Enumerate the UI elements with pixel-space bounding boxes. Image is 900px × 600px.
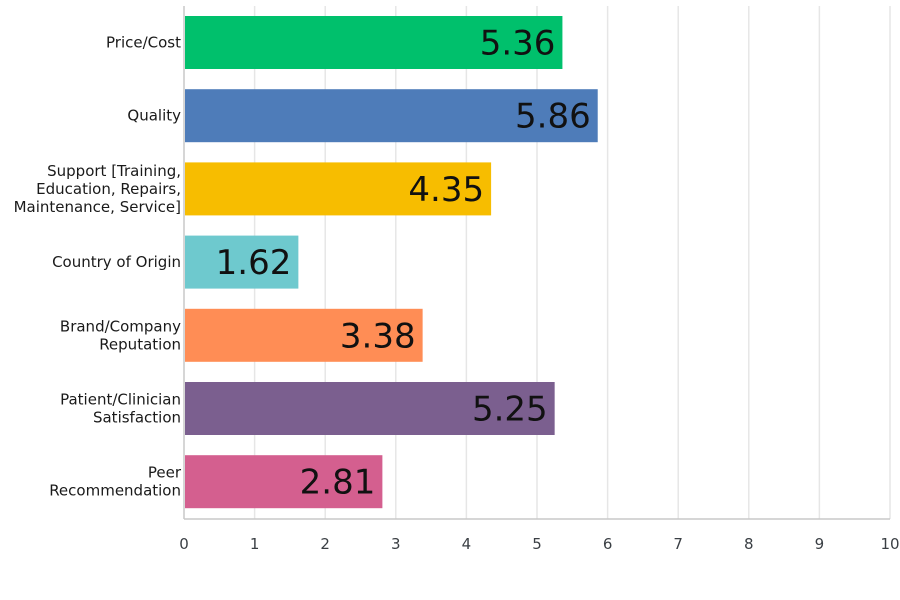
value-label-2: 4.35 bbox=[408, 170, 484, 210]
category-label-2: Support [Training, Education, Repairs, Mai… bbox=[14, 162, 181, 216]
bar-6 bbox=[185, 455, 383, 509]
category-label-line: Maintenance, Service] bbox=[14, 198, 181, 216]
category-label-line: Support [Training, bbox=[47, 162, 181, 180]
category-label-line: Brand/Company bbox=[60, 317, 181, 335]
bar-4 bbox=[185, 308, 423, 362]
x-tick-label-9: 9 bbox=[815, 535, 825, 553]
category-label-line: Satisfaction bbox=[93, 409, 181, 427]
value-label-0: 5.36 bbox=[480, 24, 556, 64]
value-label-4: 3.38 bbox=[340, 316, 416, 356]
x-tick-label-1: 1 bbox=[250, 535, 260, 553]
x-tick-label-0: 0 bbox=[179, 535, 189, 553]
x-tick-label-10: 10 bbox=[880, 535, 899, 553]
bar-0 bbox=[185, 16, 563, 69]
category-labels: Price/Cost Quality Support [Training, Educa… bbox=[14, 34, 182, 500]
x-tick-label-4: 4 bbox=[462, 535, 472, 553]
category-label-0: Price/Cost bbox=[106, 34, 181, 52]
category-label-4: Brand/Company Reputation bbox=[60, 317, 181, 353]
gridlines bbox=[253, 6, 891, 519]
value-label-5: 5.25 bbox=[472, 390, 548, 430]
bar-5 bbox=[185, 382, 555, 435]
category-label-line: Reputation bbox=[99, 335, 181, 353]
x-tick-label-2: 2 bbox=[320, 535, 330, 553]
value-label-6: 2.81 bbox=[300, 463, 376, 503]
category-label-line: Education, Repairs, bbox=[36, 180, 181, 198]
category-label-6: Peer Recommendation bbox=[49, 464, 182, 500]
bar-2 bbox=[185, 162, 492, 216]
category-label-3: Country of Origin bbox=[52, 253, 181, 271]
category-label-line: Patient/Clinician bbox=[60, 391, 181, 409]
value-label-3: 1.62 bbox=[216, 243, 292, 283]
x-tick-label-6: 6 bbox=[603, 535, 613, 553]
x-tick-label-5: 5 bbox=[532, 535, 542, 553]
x-axis-ticks: 0 1 2 3 4 5 6 7 8 9 10 bbox=[179, 535, 899, 553]
x-tick-label-8: 8 bbox=[744, 535, 754, 553]
category-label-line: Peer bbox=[148, 464, 182, 482]
category-label-line: Country of Origin bbox=[52, 253, 181, 271]
category-label-5: Patient/Clinician Satisfaction bbox=[60, 391, 181, 427]
bar-1 bbox=[185, 89, 598, 143]
category-label-line: Price/Cost bbox=[106, 34, 181, 52]
category-label-line: Recommendation bbox=[49, 482, 181, 500]
bars: 5.36 5.86 4.35 1.62 3.38 5.25 2.81 bbox=[185, 16, 598, 509]
value-label-1: 5.86 bbox=[515, 97, 591, 137]
x-tick-label-7: 7 bbox=[673, 535, 683, 553]
bar-3 bbox=[185, 235, 299, 289]
category-label-line: Quality bbox=[127, 107, 181, 125]
category-label-1: Quality bbox=[127, 107, 181, 125]
x-tick-label-3: 3 bbox=[391, 535, 401, 553]
